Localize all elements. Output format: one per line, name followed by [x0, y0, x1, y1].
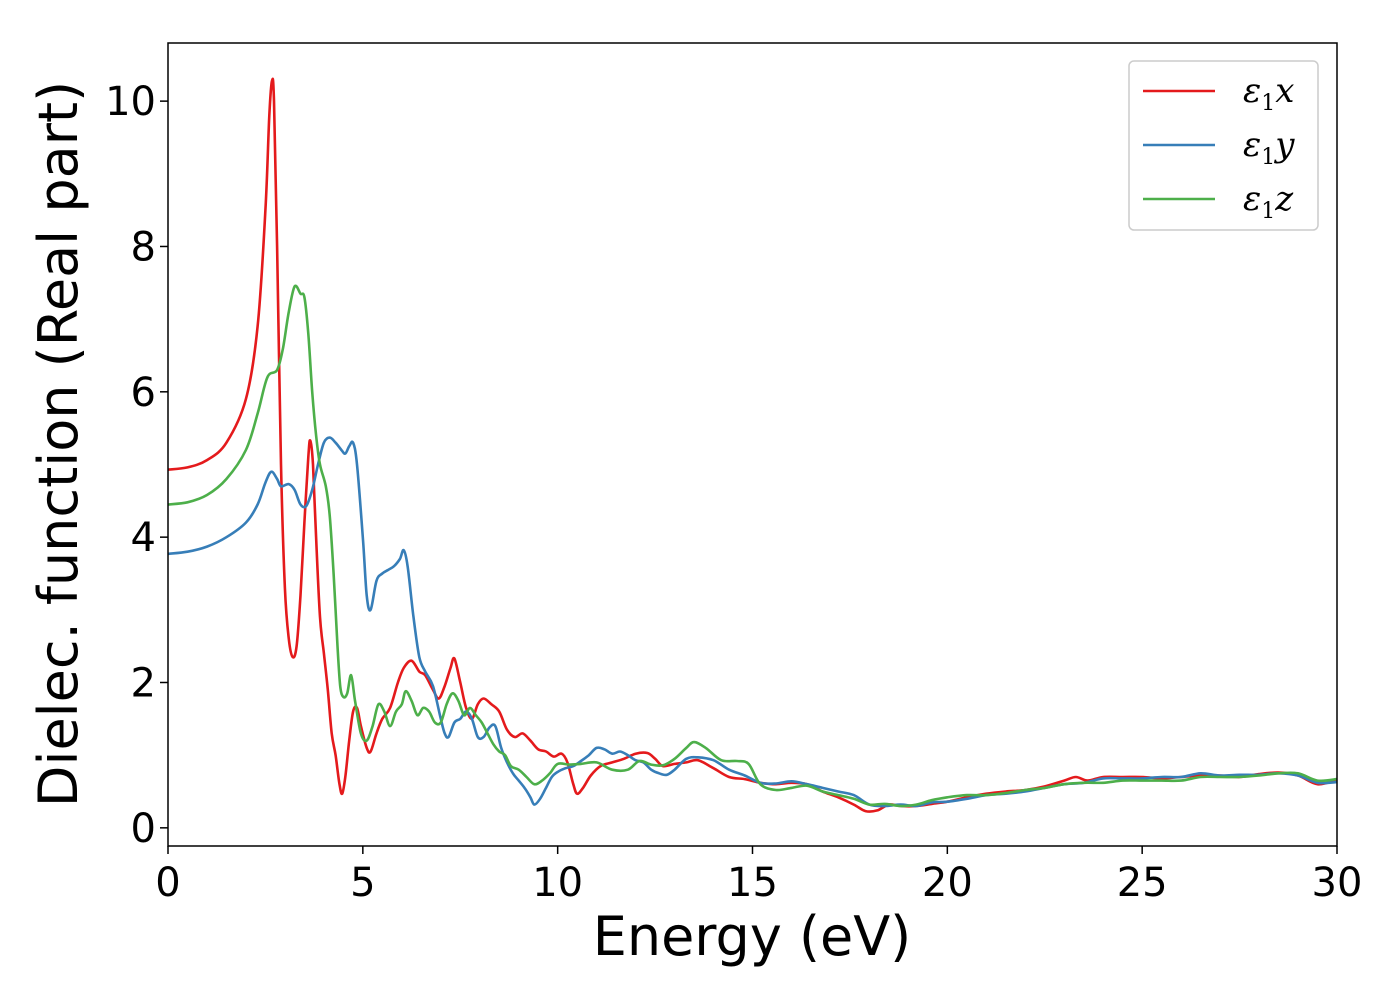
series-layer	[168, 77, 1337, 813]
y-tick-label: 4	[131, 515, 156, 561]
y-axis: 0 2 4 6 8 10	[105, 79, 168, 852]
y-tick-label: 8	[131, 224, 156, 270]
legend-label-y: ε1y	[1243, 125, 1295, 170]
x-tick-label: 20	[922, 860, 973, 906]
y-tick-label: 10	[105, 79, 156, 125]
x-tick-label: 30	[1312, 860, 1363, 906]
series-line-y	[168, 436, 1337, 808]
legend-label-x: ε1x	[1243, 71, 1294, 116]
x-tick-label: 10	[532, 860, 583, 906]
y-axis-label: Dielec. function (Real part)	[27, 81, 90, 807]
x-axis-label: Energy (eV)	[593, 905, 912, 968]
x-tick-label: 15	[727, 860, 778, 906]
x-tick-label: 5	[350, 860, 375, 906]
series-line-x	[168, 77, 1337, 813]
legend-box	[1128, 60, 1319, 231]
series-line-z	[168, 284, 1337, 808]
x-axis: 0 5 10 15 20 25 30	[155, 846, 1362, 906]
y-tick-label: 0	[131, 806, 156, 852]
x-tick-label: 0	[155, 860, 180, 906]
y-tick-label: 6	[131, 370, 156, 416]
x-tick-label: 25	[1117, 860, 1168, 906]
legend: ε1x ε1y ε1z	[1128, 60, 1319, 231]
y-tick-label: 2	[131, 660, 156, 706]
legend-label-z: ε1z	[1243, 179, 1294, 224]
